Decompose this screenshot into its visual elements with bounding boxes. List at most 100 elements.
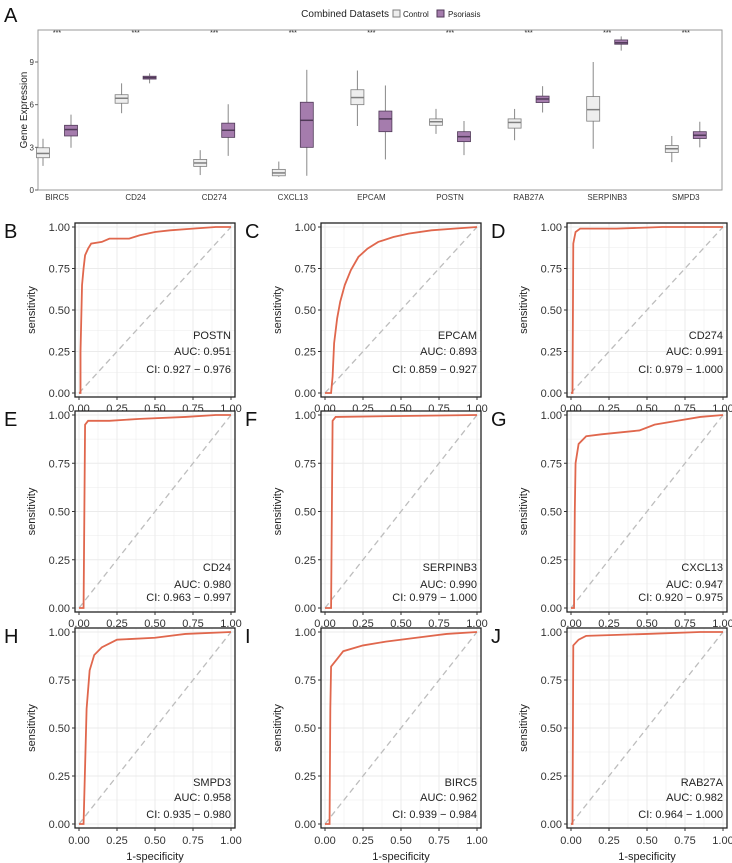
roc-panel-cd274: D0.000.000.250.250.500.500.750.751.001.0… [491, 221, 732, 431]
roc-curve [325, 631, 478, 825]
auc-label: AUC: 0.893 [420, 346, 477, 358]
y-tick-label: 0.75 [49, 675, 70, 687]
x-tick-label: SERPINB3 [587, 193, 627, 202]
y-tick-label: 0.25 [49, 771, 70, 783]
y-tick-label: 0.00 [541, 603, 562, 615]
x-tick-label: 0.25 [598, 835, 619, 847]
roc-panel-cxcl13: G 0.00 0.00 0.25 0.25 0.50 0.50 0.75 0.75 1.00 1.0… [491, 409, 732, 645]
y-tick-label: 0.00 [49, 819, 70, 831]
x-tick-label: POSTN [436, 193, 464, 202]
x-tick-label: EPCAM [357, 193, 386, 202]
x-tick-label: 0.75 [182, 618, 203, 630]
boxplot-panel-a: A Combined Datasets Control Psoriasis Gene E… [4, 5, 723, 202]
panel-letter: B [4, 221, 17, 243]
ci-label: CI: 0.963 − 0.997 [146, 592, 231, 604]
box [299, 101, 314, 148]
significance-label: *** [682, 30, 690, 37]
auc-label: AUC: 0.991 [666, 346, 723, 358]
y-tick-label: 0.75 [541, 458, 562, 470]
legend-title: Combined Datasets [301, 9, 389, 20]
y-tick-label: 0.75 [295, 264, 316, 276]
diagonal-reference [570, 631, 724, 825]
roc-panel-serpinb3: F 0.00 0.00 0.25 0.25 0.50 0.50 0.75 0.75 1.00 1.0… [245, 409, 488, 645]
y-tick-label: 0.75 [49, 264, 70, 276]
auc-label: AUC: 0.982 [666, 792, 723, 804]
gene-label: SMPD3 [193, 777, 231, 789]
diagonal-reference [78, 414, 232, 609]
roc-curve [79, 226, 231, 394]
diagonal-reference [324, 226, 478, 394]
box [64, 124, 78, 137]
roc-panel-postn: B0.000.000.250.250.500.500.750.751.001.0… [4, 221, 242, 431]
box-epcam-control [350, 70, 365, 126]
box-cd274-psoriasis [221, 104, 236, 156]
roc-panel-smpd3: H 0.00 0.00 0.25 0.25 0.50 0.50 0.75 0.75 1.00 1.0… [4, 626, 242, 863]
y-tick-label: 1.00 [295, 222, 316, 234]
panel-letter: J [491, 626, 501, 648]
box [507, 118, 522, 129]
y-tick-label: 0.50 [295, 507, 316, 519]
y-tick-label: 0.50 [541, 723, 562, 735]
x-tick-label: BIRC5 [45, 193, 69, 202]
significance-label: *** [53, 30, 61, 37]
diagonal-reference [78, 226, 232, 394]
roc-curve [79, 414, 231, 609]
significance-label: *** [210, 30, 218, 37]
y-tick-label: 0.50 [49, 507, 70, 519]
plot-frame [37, 29, 723, 191]
auc-label: AUC: 0.947 [666, 579, 723, 591]
y-axis-label: sensitivity [272, 487, 284, 535]
x-tick-label: 0.00 [560, 835, 581, 847]
panel-letter: I [245, 626, 251, 648]
x-tick-label: 0.50 [144, 835, 165, 847]
x-tick-label: 0.50 [636, 835, 657, 847]
x-tick-label: 0.75 [182, 835, 203, 847]
x-tick-label: 0.75 [674, 835, 695, 847]
x-tick-label: SMPD3 [672, 193, 700, 202]
x-tick-label: CD24 [125, 193, 146, 202]
x-tick-label: 0.75 [428, 618, 449, 630]
auc-label: AUC: 0.958 [174, 792, 231, 804]
x-tick-label: 0.25 [352, 618, 373, 630]
panel-letter-a: A [4, 5, 18, 27]
y-tick-label: 0.75 [295, 675, 316, 687]
ci-label: CI: 0.927 − 0.976 [146, 364, 231, 376]
box-cd274-control [193, 150, 208, 176]
significance-label: *** [446, 30, 454, 37]
auc-label: AUC: 0.990 [420, 579, 477, 591]
y-tick-label: 0.00 [295, 819, 316, 831]
y-tick-label: 1.00 [295, 410, 316, 422]
roc-panel-cd24: E 0.00 0.00 0.25 0.25 0.50 0.50 0.75 0.75 1.00 1.0… [4, 409, 242, 645]
panel-letter: C [245, 221, 259, 243]
box-serpinb3-psoriasis [614, 36, 629, 51]
y-tick-label: 0 [30, 186, 35, 195]
diagonal-reference [570, 226, 724, 394]
y-tick-label: 0.25 [295, 555, 316, 567]
auc-label: AUC: 0.951 [174, 346, 231, 358]
panel-letter: E [4, 409, 17, 431]
y-axis-label: sensitivity [26, 704, 38, 752]
x-axis-label: 1-specificity [126, 851, 184, 863]
y-tick-label: 1.00 [49, 222, 70, 234]
y-axis-label: sensitivity [26, 286, 38, 334]
ci-label: CI: 0.979 − 1.000 [638, 364, 723, 376]
y-tick-label: 0.25 [541, 347, 562, 359]
y-axis-label: sensitivity [272, 704, 284, 752]
panel-letter: D [491, 221, 505, 243]
y-tick-label: 0.75 [541, 675, 562, 687]
diagonal-reference [570, 414, 724, 609]
x-tick-label: 0.00 [314, 618, 335, 630]
x-tick-label: RAB27A [513, 193, 544, 202]
significance-label: *** [603, 30, 611, 37]
x-tick-label: 1.00 [712, 835, 732, 847]
x-tick-label: 1.00 [712, 618, 732, 630]
y-tick-label: 0.50 [49, 723, 70, 735]
gene-label: POSTN [193, 330, 231, 342]
x-tick-label: 0.25 [598, 618, 619, 630]
ci-label: CI: 0.859 − 0.927 [392, 364, 477, 376]
legend-label-control: Control [403, 10, 429, 19]
y-tick-label: 6 [30, 101, 35, 110]
x-tick-label: 0.25 [106, 835, 127, 847]
y-tick-label: 0.00 [295, 388, 316, 400]
roc-panel-epcam: C0.000.000.250.250.500.500.750.751.001.0… [245, 221, 488, 431]
